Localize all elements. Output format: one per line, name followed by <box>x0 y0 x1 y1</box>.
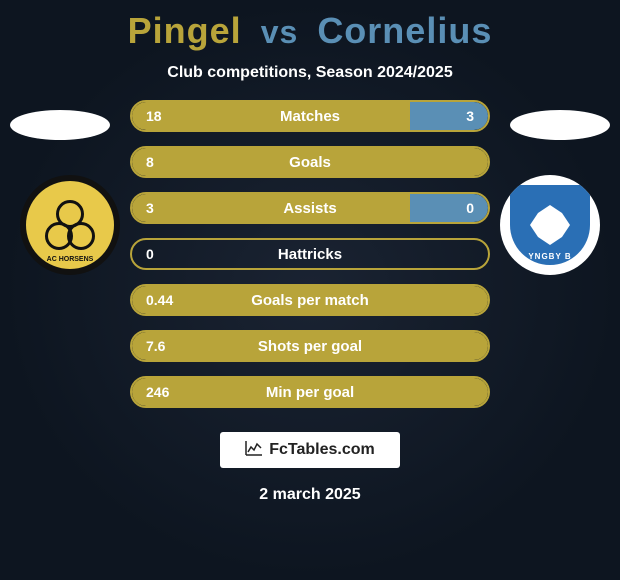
date-text: 2 march 2025 <box>0 486 620 504</box>
stat-bar: 8Goals <box>130 146 490 178</box>
stat-label: Min per goal <box>132 384 488 401</box>
horsens-rings-icon <box>45 200 95 250</box>
right-oval-decoration <box>510 110 610 140</box>
team1-crest: AC HORSENS <box>20 175 120 275</box>
team1-crest-label: AC HORSENS <box>26 256 114 263</box>
team2-crest: YNGBY B <box>500 175 600 275</box>
stat-bar: 183Matches <box>130 100 490 132</box>
chart-icon <box>245 440 263 461</box>
stat-label: Goals per match <box>132 292 488 309</box>
stat-bar: 30Assists <box>130 192 490 224</box>
stat-label: Hattricks <box>132 246 488 263</box>
stat-bars-container: 183Matches 8Goals 30Assists 0Hattricks 0.44G… <box>130 100 490 408</box>
stat-bar: 0Hattricks <box>130 238 490 270</box>
footer-logo: FcTables.com <box>220 432 400 468</box>
stat-label: Assists <box>132 200 488 217</box>
subtitle: Club competitions, Season 2024/2025 <box>0 64 620 82</box>
vs-text: vs <box>261 14 299 50</box>
stat-label: Goals <box>132 154 488 171</box>
lyngby-shield-icon: YNGBY B <box>510 185 590 265</box>
left-oval-decoration <box>10 110 110 140</box>
stat-bar: 0.44Goals per match <box>130 284 490 316</box>
stat-bar: 246Min per goal <box>130 376 490 408</box>
team2-crest-label: YNGBY B <box>528 252 571 261</box>
stat-label: Matches <box>132 108 488 125</box>
content-area: AC HORSENS YNGBY B 183Matches 8Goals 30Ass… <box>0 100 620 408</box>
comparison-title: Pingel vs Cornelius <box>0 0 620 52</box>
footer-site-text: FcTables.com <box>269 441 375 459</box>
stat-bar: 7.6Shots per goal <box>130 330 490 362</box>
player2-name: Cornelius <box>317 10 492 51</box>
player1-name: Pingel <box>128 10 242 51</box>
stat-label: Shots per goal <box>132 338 488 355</box>
